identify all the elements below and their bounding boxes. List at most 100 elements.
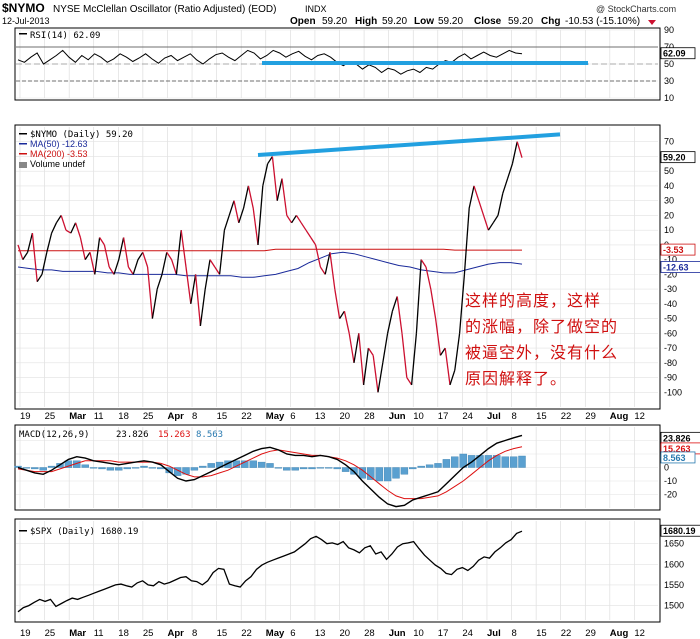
nymo-segment <box>84 251 91 260</box>
rsi-tick-label: 10 <box>664 93 674 103</box>
nymo-legend-text: $NYMO (Daily) 59.20 <box>30 130 133 140</box>
x-tick-label: 19 <box>20 411 31 422</box>
rsi-tick-label: 90 <box>664 25 674 35</box>
rsi-value-badge-box <box>660 47 696 60</box>
nymo-segment <box>267 156 273 165</box>
nymo-segment <box>22 251 29 260</box>
low-value: 59.20 <box>438 16 463 27</box>
macd-histogram-bar <box>333 467 341 470</box>
nymo-segment <box>334 288 341 319</box>
volume-legend-text: Volume undef <box>30 159 86 169</box>
nymo-segment <box>454 333 461 371</box>
nymo-segment <box>478 200 485 216</box>
nymo-segment <box>190 274 197 304</box>
nymo-segment <box>94 237 101 275</box>
macd-value-badge: 23.826 <box>663 433 691 443</box>
macd-histogram-bar <box>325 467 333 469</box>
x-tick-label: 15 <box>217 411 228 422</box>
spx-panel <box>14 518 661 623</box>
y-tick-labels: 9070503010706050403020100-10-20-30-40-50… <box>664 25 684 611</box>
nymo-segment <box>420 259 427 268</box>
nymo-segment <box>353 333 360 363</box>
macd-histogram-bar <box>375 467 383 482</box>
macd-histogram-bar <box>409 467 417 470</box>
x-tick-label: Apr <box>168 628 185 639</box>
macd-histogram-bar <box>274 467 283 469</box>
chart-marks <box>14 49 588 613</box>
hist-value-badge: 8.563 <box>663 453 686 463</box>
x-tick-label: 17 <box>438 628 449 639</box>
x-tick-label: 25 <box>143 628 154 639</box>
nymo-segment <box>218 230 226 275</box>
nymo-segment <box>444 348 451 385</box>
nymo-segment <box>185 266 192 304</box>
x-tick-label: 28 <box>364 411 375 422</box>
x-tick-label: 29 <box>585 411 596 422</box>
nymo-segment <box>516 141 523 158</box>
x-tick-label: Apr <box>168 411 185 422</box>
nymo-segment <box>89 252 96 275</box>
x-tick-label: 15 <box>217 628 228 639</box>
legend-swatch <box>19 143 27 145</box>
nymo-segment <box>319 266 326 275</box>
x-tick-label: May <box>266 628 285 639</box>
nymo-segment <box>329 252 336 290</box>
nymo-segment <box>36 274 43 283</box>
nymo-segment <box>348 333 355 363</box>
nymo-segment <box>180 230 187 268</box>
chg-value: -10.53 (-15.10%) <box>565 16 640 27</box>
x-tick-label: Jun <box>389 628 406 639</box>
ma50-value-badge: -12.63 <box>663 263 689 273</box>
x-tick-label: 8 <box>512 628 517 639</box>
nymo-segment <box>396 296 403 334</box>
nymo-segment <box>70 222 77 234</box>
nymo-segment <box>367 347 374 356</box>
nymo-tick-label: 30 <box>664 196 674 206</box>
nymo-segment <box>242 185 250 209</box>
x-tick-label: 22 <box>561 411 572 422</box>
x-tick-label: 25 <box>45 411 56 422</box>
nymo-segment <box>295 215 302 224</box>
nymo-segment <box>175 230 182 275</box>
x-tick-label: 11 <box>94 628 104 639</box>
macd-histogram-bar <box>400 467 409 475</box>
spx-value-badge: 1680.19 <box>663 526 696 536</box>
signal-value-badge: 15.263 <box>663 444 691 454</box>
nymo-tick-label: -70 <box>664 343 677 353</box>
x-tick-label: Jul <box>487 411 501 422</box>
spx-value-badge-box <box>660 524 700 537</box>
nymo-segment <box>362 348 370 385</box>
legend-swatch <box>19 153 27 155</box>
spx-tick-label: 1600 <box>664 559 684 569</box>
macd-histogram-bar <box>140 465 148 468</box>
open-value: 59.20 <box>322 16 347 27</box>
x-tick-label: 11 <box>94 411 104 422</box>
nymo-tick-label: -100 <box>664 387 682 397</box>
nymo-segment <box>60 215 67 231</box>
nymo-segment <box>170 259 178 275</box>
nymo-segment <box>214 266 221 275</box>
macd-legend: MACD(12,26,9) 23.826 15.263 8.563 <box>19 430 223 440</box>
nymo-segment <box>406 377 413 386</box>
macd-histogram-bar <box>123 467 131 470</box>
chart-date: 12-Jul-2013 <box>2 16 50 26</box>
macd-histogram-bar <box>417 465 425 468</box>
nymo-segment <box>281 178 288 216</box>
nymo-tick-label: 20 <box>664 210 674 220</box>
macd-histogram-bar <box>299 467 308 470</box>
legend-swatch <box>19 33 27 35</box>
macd-histogram-bar <box>22 467 31 469</box>
nymo-segment <box>300 222 307 231</box>
hist-legend-value: 8.563 <box>196 430 223 440</box>
macd-histogram-bar <box>157 467 165 470</box>
nymo-segment <box>463 208 470 275</box>
x-tick-label: Aug <box>610 628 629 639</box>
macd-histogram-bar <box>509 456 518 468</box>
x-tick-label: 25 <box>143 411 154 422</box>
spx-legend: $SPX (Daily) 1680.19 <box>19 527 138 537</box>
nymo-segment <box>271 156 278 201</box>
spx-tick-label: 1500 <box>664 601 684 611</box>
nymo-segment <box>142 252 149 268</box>
nymo-segment <box>473 185 480 201</box>
macd-histogram-bar <box>308 467 316 470</box>
